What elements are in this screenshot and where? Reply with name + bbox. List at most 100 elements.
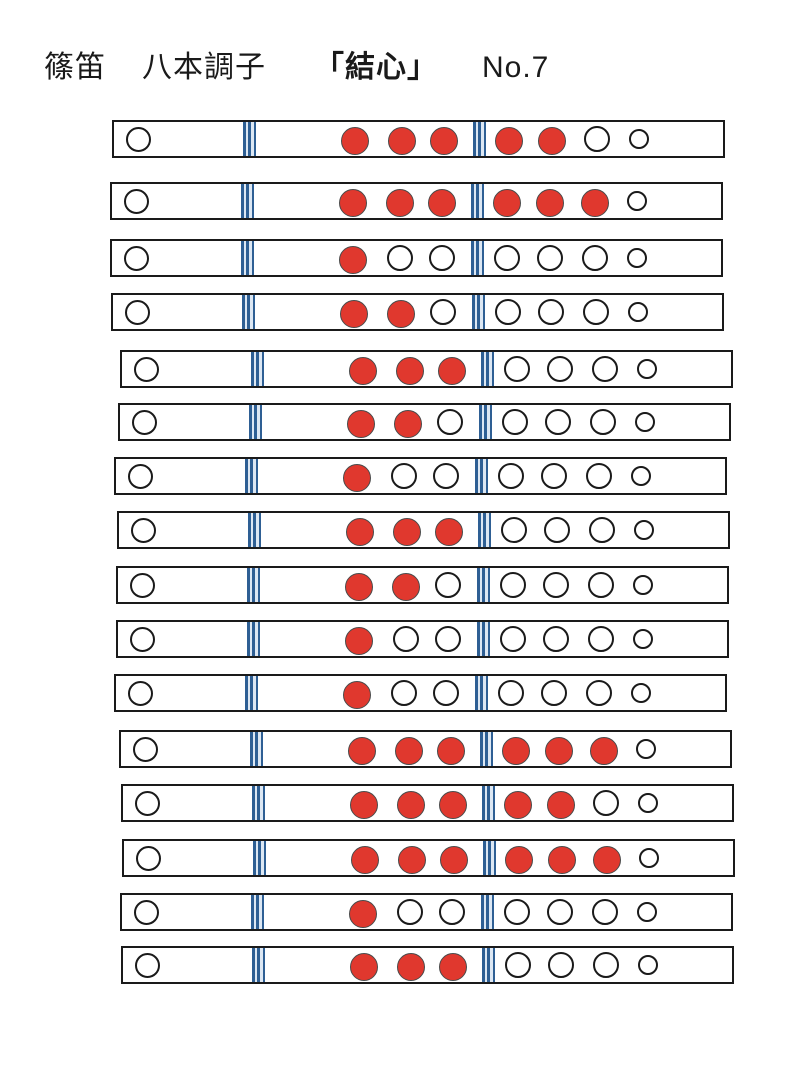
finger-hole-5-open xyxy=(544,517,570,543)
flute-diagram-row-13 xyxy=(121,784,734,822)
title-piece: 「結心」 xyxy=(314,51,438,84)
flute-diagram-row-14 xyxy=(122,839,735,877)
finger-hole-7-open xyxy=(639,848,659,868)
finger-hole-3-closed xyxy=(438,357,466,385)
cord-binding-2 xyxy=(481,895,494,929)
finger-hole-5-open xyxy=(543,626,569,652)
cord-binding-2 xyxy=(480,732,493,766)
blow-hole xyxy=(125,126,151,152)
blow-hole xyxy=(123,245,149,271)
finger-hole-4-open xyxy=(502,409,528,435)
finger-hole-3-open xyxy=(429,245,455,271)
finger-hole-1-closed xyxy=(347,410,375,438)
flute-diagram-row-11 xyxy=(114,674,727,712)
blow-hole xyxy=(123,188,149,214)
finger-hole-6-closed xyxy=(593,846,621,874)
cord-binding-2 xyxy=(482,948,495,982)
finger-hole-3-closed xyxy=(428,189,456,217)
finger-hole-2-open xyxy=(397,899,423,925)
finger-hole-2-closed xyxy=(397,953,425,981)
finger-hole-3-open xyxy=(439,899,465,925)
finger-hole-2-closed xyxy=(396,357,424,385)
finger-hole-7-open xyxy=(628,302,648,322)
cord-binding-1 xyxy=(251,352,264,386)
finger-hole-5-open xyxy=(547,899,573,925)
finger-hole-6-open xyxy=(593,952,619,978)
finger-hole-3-open xyxy=(433,463,459,489)
finger-hole-1-closed xyxy=(339,246,367,274)
finger-hole-7-open xyxy=(637,902,657,922)
finger-hole-3-open xyxy=(433,680,459,706)
flute-diagram-row-12 xyxy=(119,730,732,768)
finger-hole-4-closed xyxy=(493,189,521,217)
finger-hole-4-open xyxy=(505,952,531,978)
finger-hole-6-open xyxy=(584,126,610,152)
blow-hole xyxy=(134,952,160,978)
finger-hole-7-open xyxy=(638,793,658,813)
finger-hole-7-open xyxy=(633,575,653,595)
blow-hole xyxy=(131,409,157,435)
blow-hole xyxy=(132,736,158,762)
flute-diagram-row-2 xyxy=(110,182,723,220)
cord-binding-1 xyxy=(241,241,254,275)
finger-hole-5-closed xyxy=(545,737,573,765)
finger-hole-7-open xyxy=(635,412,655,432)
title-instrument: 篠笛 xyxy=(44,51,106,84)
finger-hole-5-open xyxy=(537,245,563,271)
finger-hole-1-closed xyxy=(346,518,374,546)
finger-hole-6-open xyxy=(582,245,608,271)
finger-hole-5-open xyxy=(547,356,573,382)
cord-binding-2 xyxy=(475,676,488,710)
finger-hole-3-closed xyxy=(435,518,463,546)
cord-binding-1 xyxy=(248,513,261,547)
flute-diagram-row-5 xyxy=(120,350,733,388)
cord-binding-2 xyxy=(473,122,486,156)
flute-diagram-row-15 xyxy=(120,893,733,931)
cord-binding-2 xyxy=(478,513,491,547)
finger-hole-1-closed xyxy=(340,300,368,328)
cord-binding-2 xyxy=(482,786,495,820)
finger-hole-6-open xyxy=(592,899,618,925)
finger-hole-4-open xyxy=(495,299,521,325)
finger-hole-2-closed xyxy=(395,737,423,765)
finger-hole-5-open xyxy=(543,572,569,598)
finger-hole-1-closed xyxy=(341,127,369,155)
finger-hole-2-closed xyxy=(398,846,426,874)
finger-hole-4-open xyxy=(500,626,526,652)
finger-hole-2-open xyxy=(387,245,413,271)
finger-hole-2-closed xyxy=(393,518,421,546)
finger-hole-2-closed xyxy=(388,127,416,155)
finger-hole-3-open xyxy=(430,299,456,325)
finger-hole-3-open xyxy=(435,572,461,598)
finger-hole-1-closed xyxy=(349,357,377,385)
finger-hole-3-closed xyxy=(439,791,467,819)
finger-hole-1-closed xyxy=(345,627,373,655)
finger-hole-5-closed xyxy=(547,791,575,819)
finger-hole-2-closed xyxy=(394,410,422,438)
finger-hole-6-open xyxy=(588,626,614,652)
finger-hole-3-open xyxy=(437,409,463,435)
finger-hole-4-closed xyxy=(505,846,533,874)
flute-diagram-row-4 xyxy=(111,293,724,331)
finger-hole-7-open xyxy=(636,739,656,759)
finger-hole-4-open xyxy=(504,899,530,925)
finger-hole-1-closed xyxy=(343,681,371,709)
finger-hole-7-open xyxy=(631,683,651,703)
finger-hole-3-closed xyxy=(430,127,458,155)
finger-hole-7-open xyxy=(629,129,649,149)
cord-binding-2 xyxy=(479,405,492,439)
cord-binding-1 xyxy=(249,405,262,439)
cord-binding-1 xyxy=(242,295,255,329)
cord-binding-2 xyxy=(472,295,485,329)
blow-hole xyxy=(127,463,153,489)
finger-hole-2-closed xyxy=(386,189,414,217)
finger-hole-5-closed xyxy=(538,127,566,155)
finger-hole-5-open xyxy=(548,952,574,978)
finger-hole-4-closed xyxy=(504,791,532,819)
finger-hole-7-open xyxy=(627,248,647,268)
cord-binding-2 xyxy=(483,841,496,875)
finger-hole-6-open xyxy=(593,790,619,816)
cord-binding-2 xyxy=(481,352,494,386)
cord-binding-2 xyxy=(477,568,490,602)
